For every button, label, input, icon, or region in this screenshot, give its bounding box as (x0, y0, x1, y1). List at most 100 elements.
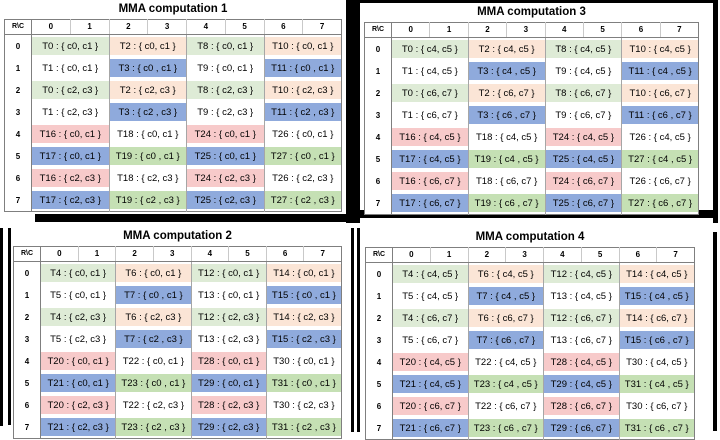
mma-cell: T11 : { c4 , c5 } (621, 60, 699, 82)
mma-cell: T0 : { c0, c1 } (32, 35, 110, 58)
row-header-2: 2 (364, 82, 392, 104)
mma-table-4: R\C 0 1 2 3 4 5 6 7 0 T4 : { c4, c5 } T6 : { c4, c5… (365, 247, 695, 440)
row-header-1: 1 (365, 285, 393, 307)
row-header-2: 2 (4, 79, 32, 101)
col-header-5: 5 (580, 247, 619, 263)
mma-cell: T17 : { c0, c1 } (32, 145, 110, 167)
mma-cell: T18 : { c0, c1 } (108, 123, 187, 145)
mma-computation-2-panel: MMA computation 2 R\C 0 1 2 3 4 5 6 7 0 T4 : { c0,… (13, 230, 342, 439)
col-header-2: 2 (108, 19, 148, 35)
mma-cell: T25 : { c4, c5 } (544, 148, 622, 170)
mma-cell: T13 : { c6, c7 } (543, 329, 619, 351)
mma-cell: T7 : { c4 , c5 } (467, 285, 544, 307)
mma-cell: T21 : { c2, c3 } (41, 416, 116, 439)
mma-cell: T3 : { c2 , c3 } (108, 101, 187, 123)
mma-cell: T7 : { c6 , c7 } (467, 329, 544, 351)
mma-cell: T4 : { c0, c1 } (41, 262, 116, 285)
mma-cell: T26 : { c4, c5 } (621, 126, 699, 148)
mma-cell: T16 : { c6, c7 } (392, 170, 469, 192)
col-header-7: 7 (659, 22, 699, 38)
mma-cell: T18 : { c4, c5 } (467, 126, 545, 148)
row-header-7: 7 (364, 192, 392, 215)
row-header-6: 6 (364, 170, 392, 192)
mma-cell: T22 : { c0, c1 } (115, 350, 191, 372)
col-header-1: 1 (69, 19, 109, 35)
col-header-7: 7 (656, 247, 695, 263)
mma-cell: T26 : { c0, c1 } (263, 123, 342, 145)
mma-cell: T3 : { c4 , c5 } (467, 60, 545, 82)
mma-cell: T3 : { c0 , c1 } (108, 57, 187, 79)
table-title: MMA computation 4 (475, 231, 585, 243)
col-header-0: 0 (392, 247, 431, 263)
mma-cell: T18 : { c2, c3 } (108, 167, 187, 189)
mma-cell: T31 : { c2 , c3 } (265, 416, 342, 439)
frame-edge-top-left-bottom (35, 214, 346, 222)
row-header-4: 4 (365, 351, 393, 373)
row-header-0: 0 (13, 261, 41, 284)
mma-table-1: R\C 0 1 2 3 4 5 6 7 0 T0 : { c0, c1 } T2 : { c0, c1… (4, 19, 342, 212)
mma-cell: T1 : { c4, c5 } (392, 60, 469, 82)
mma-cell: T15 : { c0 , c1 } (265, 284, 342, 306)
row-header-5: 5 (365, 373, 393, 395)
mma-cell: T14 : { c4, c5 } (618, 262, 695, 285)
mma-cell: T9 : { c4, c5 } (544, 60, 622, 82)
mma-cell: T10 : { c4, c5 } (621, 37, 699, 60)
mma-cell: T24 : { c6, c7 } (544, 170, 622, 192)
row-header-7: 7 (365, 417, 393, 440)
mma-cell: T21 : { c6, c7 } (393, 417, 469, 440)
col-header-6: 6 (265, 246, 304, 262)
mma-cell: T3 : { c6 , c7 } (467, 104, 545, 126)
col-header-4: 4 (543, 247, 582, 263)
mma-cell: T8 : { c0, c1 } (186, 34, 264, 57)
row-header-5: 5 (364, 148, 392, 170)
mma-cell: T12 : { c2, c3 } (190, 306, 267, 328)
col-header-2: 2 (467, 247, 506, 263)
mma-cell: T2 : { c0, c1 } (108, 34, 187, 57)
col-header-1: 1 (429, 22, 469, 38)
mma-cell: T0 : { c4, c5 } (392, 38, 469, 61)
table-title: MMA computation 2 (123, 230, 232, 242)
mma-cell: T31 : { c4 , c5 } (618, 373, 695, 395)
mma-cell: T4 : { c6, c7 } (393, 307, 469, 329)
mma-cell: T22 : { c6, c7 } (467, 395, 544, 417)
mma-cell: T29 : { c4, c5 } (543, 373, 619, 395)
mma-cell: T26 : { c2, c3 } (263, 167, 342, 189)
col-header-0: 0 (40, 246, 79, 262)
mma-cell: T23 : { c6 , c7 } (467, 417, 544, 440)
mma-cell: T2 : { c6, c7 } (467, 82, 545, 104)
col-header-7: 7 (302, 19, 342, 35)
mma-computation-4-panel: MMA computation 4 R\C 0 1 2 3 4 5 6 7 0 T4 : { c4,… (365, 231, 695, 440)
mma-cell: T5 : { c6, c7 } (393, 329, 469, 351)
col-header-3: 3 (147, 19, 187, 35)
table-title: MMA computation 1 (118, 3, 228, 15)
frame-edge-bottom-left-inner (8, 228, 11, 425)
col-header-2: 2 (115, 246, 154, 262)
mma-cell: T16 : { c0, c1 } (32, 123, 110, 145)
mma-cell: T1 : { c6, c7 } (392, 104, 469, 126)
mma-cell: T25 : { c6, c7 } (544, 192, 622, 215)
mma-cell: T20 : { c2, c3 } (41, 394, 116, 416)
mma-cell: T7 : { c0 , c1 } (115, 284, 191, 306)
mma-cell: T0 : { c6, c7 } (392, 82, 469, 104)
mma-cell: T12 : { c4, c5 } (543, 262, 619, 285)
row-header-7: 7 (4, 189, 32, 212)
mma-cell: T29 : { c6, c7 } (543, 417, 619, 440)
col-header-1: 1 (77, 246, 116, 262)
frame-edge-top-right-side (713, 0, 718, 223)
mma-cell: T30 : { c6, c7 } (618, 395, 695, 417)
frame-edge-bottom-left-outer (0, 228, 3, 426)
mma-cell: T9 : { c2, c3 } (186, 101, 264, 123)
mma-cell: T30 : { c0, c1 } (265, 350, 342, 372)
mma-cell: T13 : { c4, c5 } (543, 285, 619, 307)
mma-cell: T0 : { c2, c3 } (32, 79, 110, 101)
mma-cell: T21 : { c0, c1 } (41, 372, 116, 394)
col-header-7: 7 (303, 246, 342, 262)
mma-cell: T19 : { c6 , c7 } (467, 192, 545, 215)
mma-cell: T29 : { c0, c1 } (190, 372, 267, 394)
mma-cell: T5 : { c0, c1 } (41, 284, 116, 306)
mma-cell: T23 : { c2 , c3 } (115, 416, 191, 439)
col-header-5: 5 (228, 246, 267, 262)
mma-cell: T27 : { c4 , c5 } (621, 148, 699, 170)
row-header-0: 0 (4, 34, 32, 57)
table-title: MMA computation 3 (477, 6, 586, 18)
